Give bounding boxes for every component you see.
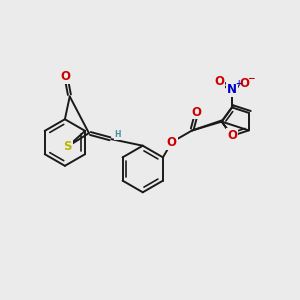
Text: +: + (235, 79, 241, 88)
Text: O: O (240, 77, 250, 90)
Text: O: O (227, 129, 237, 142)
Text: N: N (227, 83, 237, 96)
Text: O: O (214, 75, 224, 88)
Text: H: H (114, 130, 121, 139)
Text: O: O (167, 136, 177, 149)
Text: −: − (248, 74, 255, 83)
Text: O: O (61, 70, 71, 83)
Text: S: S (64, 140, 72, 153)
Text: O: O (192, 106, 202, 118)
